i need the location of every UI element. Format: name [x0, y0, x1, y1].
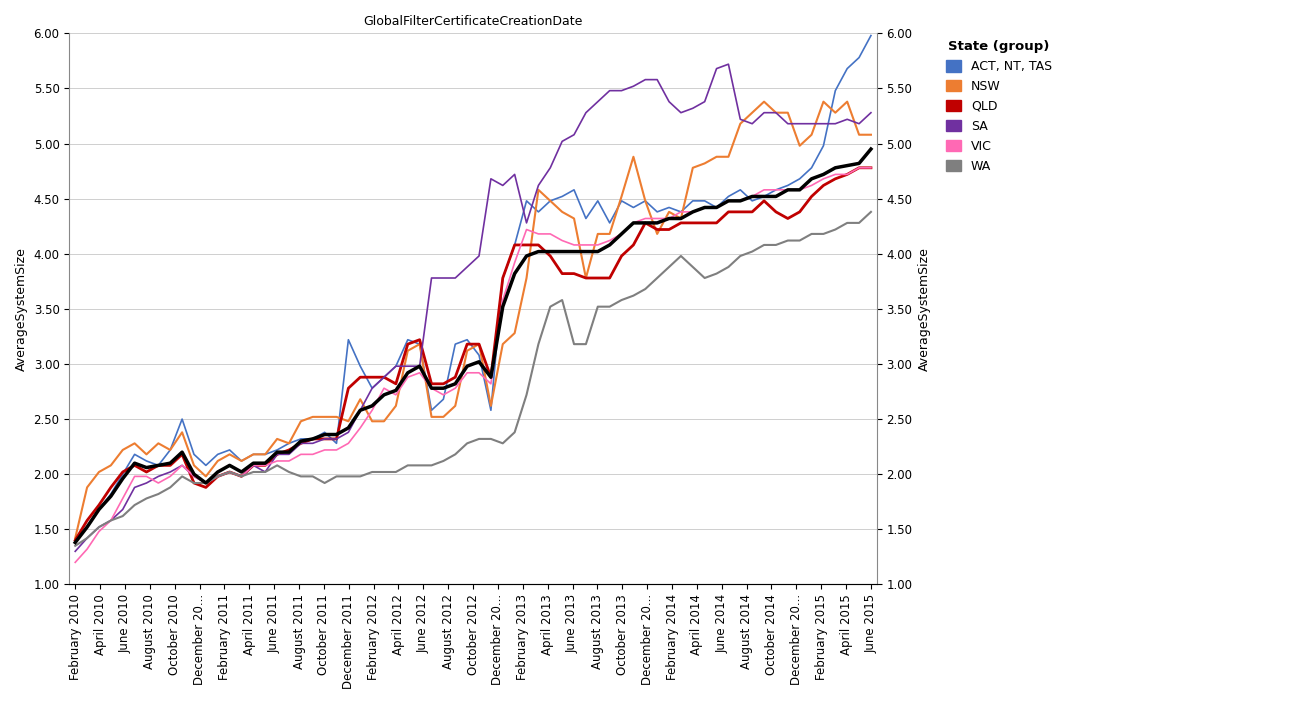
- SA: [721, 60, 736, 68]
- QLD: [531, 241, 546, 249]
- VIC: [246, 461, 261, 470]
- ACT, NT, TAS: [67, 536, 83, 544]
- VIC: [851, 163, 867, 172]
- ACT, NT, TAS: [780, 181, 796, 189]
- QLD: [400, 340, 415, 348]
- NSW: [258, 450, 273, 458]
- NSW: [400, 346, 415, 355]
- WA: [531, 340, 546, 348]
- SA: [246, 461, 261, 470]
- WA: [67, 541, 83, 550]
- NSW: [531, 186, 546, 194]
- QLD: [519, 241, 534, 249]
- NSW: [863, 130, 879, 139]
- VIC: [780, 186, 796, 194]
- NSW: [519, 274, 534, 282]
- ACT, NT, TAS: [258, 450, 273, 458]
- QLD: [863, 163, 879, 172]
- Line: NSW: NSW: [75, 101, 871, 538]
- SA: [519, 219, 534, 227]
- SA: [400, 362, 415, 370]
- VIC: [67, 558, 83, 567]
- QLD: [246, 461, 261, 470]
- SA: [67, 547, 83, 555]
- WA: [863, 208, 879, 216]
- QLD: [67, 536, 83, 544]
- WA: [780, 237, 796, 245]
- QLD: [851, 163, 867, 172]
- Title: GlobalFilterCertificateCreationDate: GlobalFilterCertificateCreationDate: [364, 15, 582, 28]
- Line: ACT, NT, TAS: ACT, NT, TAS: [75, 35, 871, 540]
- WA: [840, 219, 855, 227]
- Y-axis label: AverageSystemSize: AverageSystemSize: [16, 247, 28, 371]
- Legend: ACT, NT, TAS, NSW, QLD, SA, VIC, WA: ACT, NT, TAS, NSW, QLD, SA, VIC, WA: [939, 34, 1058, 179]
- ACT, NT, TAS: [531, 208, 546, 216]
- Line: QLD: QLD: [75, 168, 871, 540]
- NSW: [67, 534, 83, 542]
- NSW: [246, 450, 261, 458]
- VIC: [258, 461, 273, 470]
- Line: WA: WA: [75, 212, 871, 546]
- VIC: [519, 225, 534, 234]
- ACT, NT, TAS: [840, 64, 855, 73]
- ACT, NT, TAS: [519, 196, 534, 205]
- SA: [258, 467, 273, 476]
- SA: [863, 108, 879, 117]
- VIC: [531, 230, 546, 238]
- VIC: [400, 373, 415, 382]
- NSW: [756, 97, 771, 106]
- WA: [246, 467, 261, 476]
- WA: [519, 391, 534, 399]
- WA: [258, 467, 273, 476]
- SA: [531, 181, 546, 189]
- NSW: [792, 142, 807, 150]
- Line: SA: SA: [75, 64, 871, 551]
- QLD: [258, 461, 273, 470]
- SA: [792, 120, 807, 128]
- VIC: [863, 163, 879, 172]
- ACT, NT, TAS: [863, 31, 879, 39]
- QLD: [780, 214, 796, 222]
- Line: VIC: VIC: [75, 168, 871, 562]
- ACT, NT, TAS: [246, 450, 261, 458]
- Y-axis label: AverageSystemSize: AverageSystemSize: [919, 247, 932, 371]
